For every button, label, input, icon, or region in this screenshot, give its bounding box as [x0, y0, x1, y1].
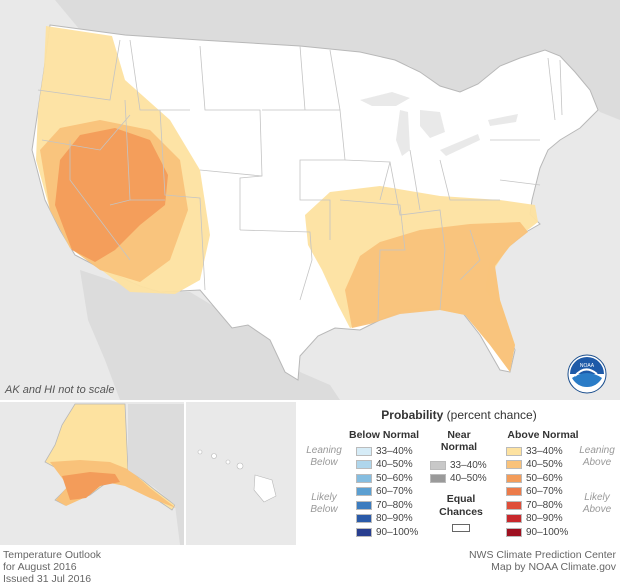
legend-title: Probability (percent chance) [298, 408, 620, 422]
leaning-above-line1: Leaning [579, 445, 615, 456]
likely-below-line2: Below [310, 504, 338, 515]
below-normal-label: 80–90% [376, 513, 413, 524]
above-normal-label: 50–60% [526, 472, 563, 484]
below-normal-row: 50–60% [356, 472, 413, 484]
alaska-above-50-60-region [62, 472, 120, 500]
above-normal-row: 70–80% [506, 499, 563, 511]
below-normal-row: 60–70% [356, 486, 413, 498]
noaa-logo-text: NOAA [580, 363, 595, 369]
credit-left: Temperature Outlook for August 2016 Issu… [3, 549, 101, 585]
hawaii-inset [186, 402, 296, 545]
credit-left-line3: Issued 31 Jul 2016 [3, 573, 92, 585]
below-normal-row: 70–80% [356, 499, 413, 511]
below-normal-label: 60–70% [376, 486, 413, 497]
below-normal-swatch [356, 460, 372, 469]
state-borders [37, 39, 563, 321]
mexico [80, 270, 340, 400]
likely-below-label: Likely Below [300, 492, 348, 516]
below-normal-swatch [356, 527, 372, 537]
below-normal-label: 70–80% [376, 499, 413, 511]
above-normal-swatch [506, 446, 522, 456]
above-normal-label: 60–70% [526, 486, 563, 497]
below-normal-swatch [356, 487, 372, 496]
above-normal-header: Above Normal [507, 429, 579, 441]
near-normal-label: 40–50% [450, 473, 487, 484]
below-normal-row: 40–50% [356, 459, 413, 471]
likely-above-label: Likely Above [574, 492, 620, 516]
below-normal-swatch [356, 500, 372, 510]
legend-title-bold: Probability [381, 408, 444, 422]
leaning-above-line2: Above [582, 457, 612, 468]
below-normal-label: 90–100% [376, 526, 419, 538]
above-normal-row: 50–60% [506, 472, 563, 484]
near-normal-row: 33–40% [430, 459, 487, 471]
below-normal-label: 50–60% [376, 472, 413, 484]
lake-ontario [488, 114, 518, 126]
below-normal-swatch [356, 473, 372, 483]
near-normal-row: 40–50% [430, 473, 487, 485]
near-normal-swatch [430, 460, 446, 470]
above-normal-label: 33–40% [526, 445, 563, 457]
above-normal-swatch [506, 487, 522, 496]
near-normal-label: 33–40% [450, 459, 487, 471]
above-normal-swatch [506, 473, 522, 483]
scale-note: AK and HI not to scale [5, 384, 115, 396]
above-normal-row: 90–100% [506, 526, 568, 538]
hawaii-islands [197, 449, 277, 503]
leaning-below-label: Leaning Below [300, 445, 348, 469]
below-normal-swatch [356, 514, 372, 523]
credit-left-line1: Temperature Outlook [3, 549, 102, 561]
leaning-below-line1: Leaning [306, 445, 342, 456]
below-normal-row: 80–90% [356, 513, 413, 525]
credit-right: NWS Climate Prediction Center Map by NOA… [469, 549, 616, 573]
lake-superior [360, 92, 410, 106]
leaning-below-line2: Below [310, 457, 338, 468]
leaning-above-label: Leaning Above [574, 445, 620, 469]
below-normal-header: Below Normal [348, 429, 419, 441]
equal-chances-line2: Chances [439, 506, 483, 518]
above-normal-swatch [506, 514, 522, 523]
below-normal-row: 90–100% [356, 526, 418, 538]
lake-michigan [396, 110, 410, 156]
credit-right-line2: Map by NOAA Climate.gov [491, 561, 616, 573]
above-normal-label: 40–50% [526, 459, 563, 470]
above-normal-swatch [506, 500, 522, 510]
southeast-above-40-50-region [345, 222, 528, 372]
lake-huron [420, 110, 445, 138]
legend-title-rest: (percent chance) [443, 408, 537, 422]
below-normal-label: 40–50% [376, 459, 413, 470]
above-normal-row: 33–40% [506, 445, 563, 457]
above-normal-label: 70–80% [526, 499, 563, 511]
above-normal-label: 80–90% [526, 513, 563, 524]
equal-chances-line1: Equal [446, 493, 476, 505]
below-normal-swatch [356, 446, 372, 456]
near-normal-header-line2: Normal [440, 441, 478, 453]
likely-below-line1: Likely [311, 492, 337, 503]
near-normal-swatch [430, 474, 446, 483]
below-normal-label: 33–40% [376, 445, 413, 457]
above-normal-swatch [506, 527, 522, 537]
above-normal-row: 60–70% [506, 486, 563, 498]
legend: Probability (percent chance) Below Norma… [298, 402, 620, 545]
near-normal-header-line1: Near [447, 429, 471, 441]
credit-right-line1: NWS Climate Prediction Center [468, 549, 616, 561]
below-normal-row: 33–40% [356, 445, 413, 457]
above-normal-row: 40–50% [506, 459, 563, 471]
lake-erie [440, 134, 480, 156]
noaa-logo-icon: NOAA [567, 354, 607, 394]
above-normal-row: 80–90% [506, 513, 563, 525]
yukon [128, 404, 184, 545]
likely-above-line1: Likely [584, 492, 610, 503]
west-above-50-60-region [55, 128, 168, 262]
above-normal-label: 90–100% [526, 526, 569, 538]
equal-chances-swatch [452, 524, 470, 532]
credit-left-line2: for August 2016 [3, 561, 77, 573]
likely-above-line2: Above [582, 504, 612, 515]
above-normal-swatch [506, 460, 522, 469]
